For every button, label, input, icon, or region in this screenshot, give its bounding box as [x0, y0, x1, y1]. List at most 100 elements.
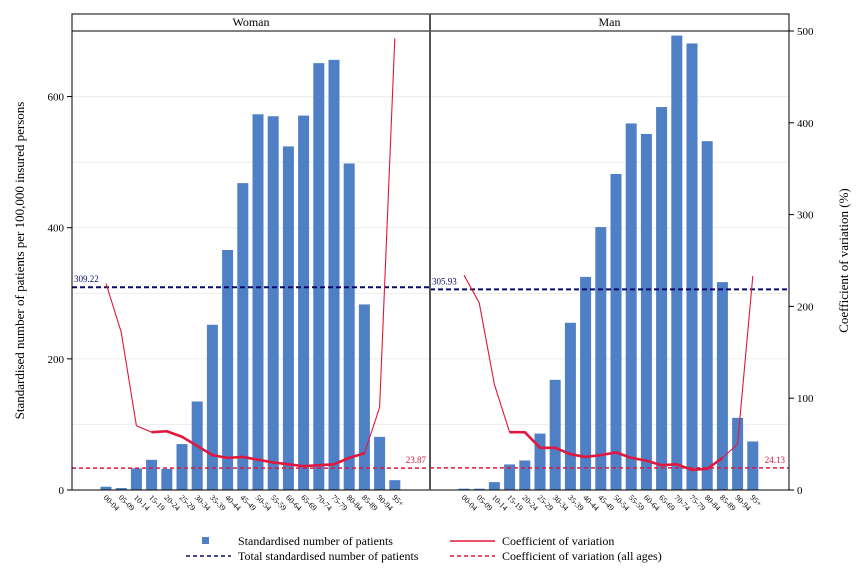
bar-55-59 — [625, 123, 637, 490]
y-tick-label-right: 400 — [797, 118, 814, 130]
y-tick-label-left: 600 — [48, 92, 65, 104]
bar-25-29 — [534, 433, 546, 490]
x-tick-label: 80-84 — [345, 493, 365, 513]
bar-45-49 — [237, 183, 249, 490]
y-tick-label-right: 0 — [797, 485, 803, 497]
bar-55-59 — [267, 116, 279, 490]
x-tick-label: 75-79 — [330, 493, 350, 513]
legend-label: Coefficient of variation (all ages) — [502, 549, 662, 563]
panel-title: Woman — [232, 15, 269, 29]
y-tick-label-left: 200 — [48, 354, 65, 366]
bar-65-69 — [298, 115, 310, 490]
x-tick-label: 25-29 — [536, 493, 556, 513]
bar-80-84 — [701, 141, 713, 490]
legend-total-line: Total standardised number of patients — [186, 549, 419, 563]
bar-45-49 — [595, 227, 607, 490]
bar-30-34 — [549, 379, 561, 490]
x-tick-label: 15-19 — [505, 493, 525, 513]
x-tick-label: 55-59 — [627, 493, 647, 513]
total-standardised-label: 309.22 — [74, 274, 99, 284]
x-tick-label: 35-39 — [208, 493, 228, 513]
cv-line-highlight — [509, 430, 724, 472]
bar-10-14 — [488, 482, 500, 490]
y-tick-label-left: 0 — [59, 485, 65, 497]
legend-label: Standardised number of patients — [238, 534, 393, 548]
x-tick-label: 05-09 — [117, 493, 137, 513]
x-tick-label: 85-89 — [718, 493, 738, 513]
x-tick-label: 15-19 — [147, 493, 167, 513]
bar-50-54 — [252, 114, 264, 491]
x-tick-label: 30-34 — [193, 493, 213, 513]
x-tick-label: 60-64 — [284, 493, 304, 513]
total-standardised-label: 305.93 — [432, 276, 457, 286]
bar-00-04 — [458, 488, 470, 490]
x-tick-label: 50-54 — [612, 493, 632, 513]
y-tick-label-right: 300 — [797, 210, 814, 222]
bar-40-44 — [222, 250, 234, 490]
x-tick-label: 55-59 — [269, 493, 289, 513]
x-tick-label: 00-04 — [460, 493, 480, 513]
x-tick-label: 25-29 — [178, 493, 198, 513]
panel-title: Man — [599, 15, 621, 29]
x-tick-label: 65-69 — [657, 493, 677, 513]
cv-line-highlight — [151, 429, 365, 468]
x-tick-label: 40-44 — [581, 493, 601, 513]
x-tick-label: 45-49 — [238, 493, 258, 513]
x-tick-label: 40-44 — [223, 493, 243, 513]
bar-20-24 — [161, 469, 173, 490]
bar-60-64 — [282, 146, 294, 491]
legend-bars: Standardised number of patients — [202, 534, 393, 548]
x-tick-label: 90-94 — [375, 493, 395, 513]
y-tick-label-left: 400 — [48, 223, 65, 235]
y-tick-label-right: 500 — [797, 26, 814, 38]
bar-75-79 — [328, 59, 340, 490]
legend-swatch — [202, 537, 209, 544]
bar-25-29 — [176, 444, 188, 490]
bar-90-94 — [374, 436, 386, 490]
x-tick-label: 70-74 — [672, 493, 692, 513]
bar-95+ — [389, 480, 401, 490]
x-tick-label: 20-24 — [520, 493, 540, 513]
bar-20-24 — [519, 460, 531, 490]
bar-70-74 — [671, 35, 683, 491]
x-tick-label: 30-34 — [551, 493, 571, 513]
bar-10-14 — [130, 468, 142, 490]
bar-40-44 — [580, 276, 592, 490]
legend-cv-all-line: Coefficient of variation (all ages) — [450, 549, 662, 563]
panel-man: 305.93 24.13 Man 00-0405-0910-1415-1920-242… — [429, 13, 790, 513]
legend: Standardised number of patients Coefficie… — [186, 534, 662, 563]
bar-85-89 — [358, 304, 370, 490]
legend-label: Coefficient of variation — [502, 534, 614, 548]
x-tick-label: 50-54 — [254, 493, 274, 513]
y-axis-title-left: Standardised number of patients per 100,… — [12, 102, 27, 420]
x-tick-label: 75-79 — [688, 493, 708, 513]
legend-cv-line: Coefficient of variation — [450, 534, 614, 548]
x-tick-label: 70-74 — [314, 493, 334, 513]
x-tick-label: 20-24 — [162, 493, 182, 513]
x-tick-label: 35-39 — [566, 493, 586, 513]
y-tick-label-right: 200 — [797, 301, 814, 313]
bar-05-09 — [473, 488, 485, 490]
x-tick-label: 05-09 — [475, 493, 495, 513]
bar-60-64 — [640, 133, 652, 490]
x-tick-label: 60-64 — [642, 493, 662, 513]
x-tick-label: 85-89 — [360, 493, 380, 513]
bar-75-79 — [686, 43, 698, 491]
y-axis-title-right: Coefficient of variation (%) — [836, 188, 851, 333]
bar-80-84 — [343, 163, 355, 490]
y-tick-label-right: 100 — [797, 393, 814, 405]
x-tick-label: 45-49 — [596, 493, 616, 513]
bar-35-39 — [564, 322, 576, 490]
bar-05-09 — [115, 488, 127, 490]
bar-65-69 — [656, 107, 668, 490]
bar-90-94 — [732, 417, 744, 490]
bar-15-19 — [146, 459, 158, 490]
x-tick-label: 10-14 — [490, 493, 510, 513]
x-tick-label: 80-84 — [703, 493, 723, 513]
bar-50-54 — [610, 173, 622, 490]
bar-00-04 — [100, 486, 112, 490]
x-tick-label: 65-69 — [299, 493, 319, 513]
bar-95+ — [747, 441, 759, 490]
panel-woman: 309.22 23.87 Woman 00-0405-0910-1415-1920-2… — [71, 13, 431, 513]
